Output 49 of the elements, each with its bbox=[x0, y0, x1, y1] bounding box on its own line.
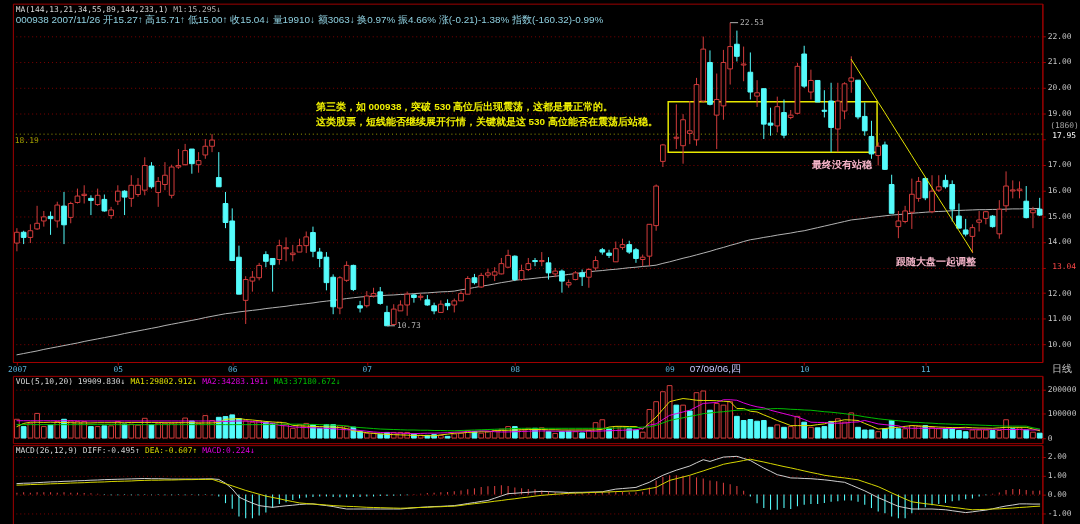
y-tick-label: 21.00 bbox=[1047, 57, 1072, 67]
text: MA3:37180.672↓ bbox=[273, 376, 341, 386]
y-tick-label: 0 bbox=[1047, 433, 1053, 443]
annotation: 最终没有站稳 bbox=[810, 158, 873, 170]
y-tick-label: 0.00 bbox=[1047, 490, 1068, 500]
text: 日线 bbox=[1052, 362, 1073, 374]
series-label: 跟随大盘一起调整 bbox=[894, 255, 977, 267]
y-tick-label: -1.00 bbox=[1047, 509, 1072, 519]
annotation: 22.53 bbox=[740, 17, 765, 27]
text: DEA:-0.607↑ bbox=[144, 446, 198, 456]
annotation: 10.73 bbox=[396, 320, 421, 330]
annotation: 这类股票，短线能否继续展开行情，关键就是这 530 高位能否在震荡后站稳。 bbox=[314, 116, 658, 128]
y-tick-label: 17.00 bbox=[1047, 160, 1072, 170]
x-tick-label: 06 bbox=[227, 365, 238, 375]
text: MA2:34283.191↓ bbox=[202, 376, 269, 386]
y-tick-label: 19.00 bbox=[1047, 108, 1072, 118]
y-tick-label: 12.00 bbox=[1047, 288, 1072, 298]
text: 13.04 bbox=[1052, 261, 1077, 271]
text: DIFF:-0.495↑ bbox=[82, 446, 140, 456]
x-tick-label: 10 bbox=[799, 365, 810, 375]
text: MA1:29802.912↓ bbox=[130, 376, 198, 386]
chart-title: VOL(5,10,20) 19909.830↓ bbox=[15, 376, 126, 386]
y-tick-label: 15.00 bbox=[1047, 211, 1072, 221]
y-tick-label: 16.00 bbox=[1047, 185, 1072, 195]
x-tick-label: 09 bbox=[665, 365, 676, 375]
annotation: 第三类，如 000938，突破 530 高位后出现震荡，这都是最正常的。 bbox=[314, 100, 614, 112]
y-tick-label: 20.00 bbox=[1047, 83, 1072, 93]
text: M1:15.295↓ bbox=[173, 4, 221, 14]
ref-line-label: 18.19 bbox=[14, 136, 39, 146]
x-tick-label: 07 bbox=[362, 365, 373, 375]
text: 000938 2007/11/26 开15.27↑ 高15.71↑ 低15.00↑ 收15.04↓ 量19910↓ 额3063↓ 换0.97% 振4.66% 涨(-0.21)-1.38% 指数(-160.32)-0.99% bbox=[15, 14, 604, 26]
chart-title: MACD(26,12,9) bbox=[15, 446, 78, 456]
y-tick-label: 200000 bbox=[1047, 384, 1077, 394]
text: 07/09/06,四 bbox=[689, 362, 741, 374]
y-tick-label: 1.00 bbox=[1047, 471, 1068, 481]
x-tick-label: 11 bbox=[921, 365, 931, 375]
chart-title: MA(144,13,21,34,55,89,144,233,1) bbox=[15, 4, 169, 14]
text: (1860) bbox=[1050, 121, 1079, 131]
y-tick-label: 100000 bbox=[1047, 409, 1077, 419]
y-tick-label: 2.00 bbox=[1047, 452, 1068, 462]
text: 17.95 bbox=[1052, 131, 1077, 141]
y-tick-label: 11.00 bbox=[1047, 314, 1072, 324]
y-tick-label: 10.00 bbox=[1047, 340, 1072, 350]
y-tick-label: 22.00 bbox=[1047, 31, 1072, 41]
x-tick-label: 05 bbox=[113, 365, 124, 375]
x-tick-label: 08 bbox=[510, 365, 521, 375]
y-tick-label: 14.00 bbox=[1047, 237, 1072, 247]
x-tick-label: 2007 bbox=[7, 365, 28, 375]
annotation: MACD:0.224↓ bbox=[202, 446, 255, 456]
